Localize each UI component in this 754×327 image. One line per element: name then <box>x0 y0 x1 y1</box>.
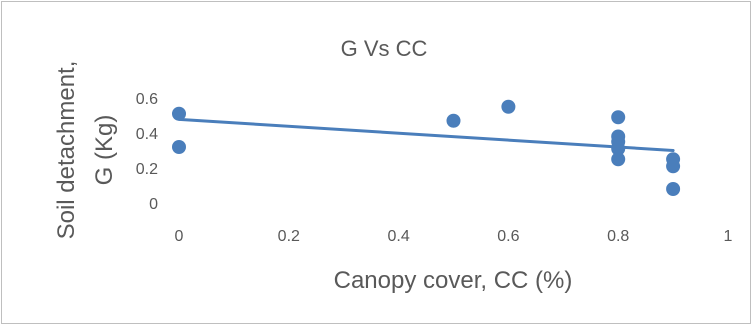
data-point <box>611 110 626 125</box>
chart-title: G Vs CC <box>341 36 428 61</box>
y-axis-ticks: 0 0.2 0.4 0.6 <box>136 91 158 213</box>
y-axis-title-line-1: Soil detachment, <box>53 61 80 240</box>
data-point <box>172 106 186 121</box>
x-tick-label: 0 <box>175 228 184 245</box>
trendline <box>177 117 675 152</box>
data-point <box>666 182 681 196</box>
trendline-group <box>177 117 675 152</box>
data-point <box>501 99 516 114</box>
points-group <box>172 99 681 196</box>
x-tick-label: 0.8 <box>607 228 629 245</box>
y-tick-label: 0.6 <box>136 91 158 108</box>
data-point <box>666 159 681 174</box>
data-point <box>611 141 626 156</box>
y-tick-label: 0.4 <box>136 126 158 143</box>
x-tick-label: 0.6 <box>497 228 519 245</box>
y-tick-label: 0.2 <box>136 161 158 178</box>
x-tick-label: 0.4 <box>387 228 409 245</box>
x-axis-ticks: 0 0.2 0.4 0.6 0.8 1 <box>175 228 733 245</box>
y-tick-label: 0 <box>149 196 158 213</box>
x-axis-title: Canopy cover, CC (%) <box>334 267 573 294</box>
data-point <box>446 113 461 128</box>
data-point <box>611 152 626 167</box>
data-point <box>172 140 186 154</box>
x-tick-label: 1 <box>724 228 733 245</box>
y-axis-title-line-2: G (Kg) <box>91 115 118 186</box>
y-axis-title: Soil detachment, G (Kg) <box>53 61 118 240</box>
x-tick-label: 0.2 <box>278 228 300 245</box>
